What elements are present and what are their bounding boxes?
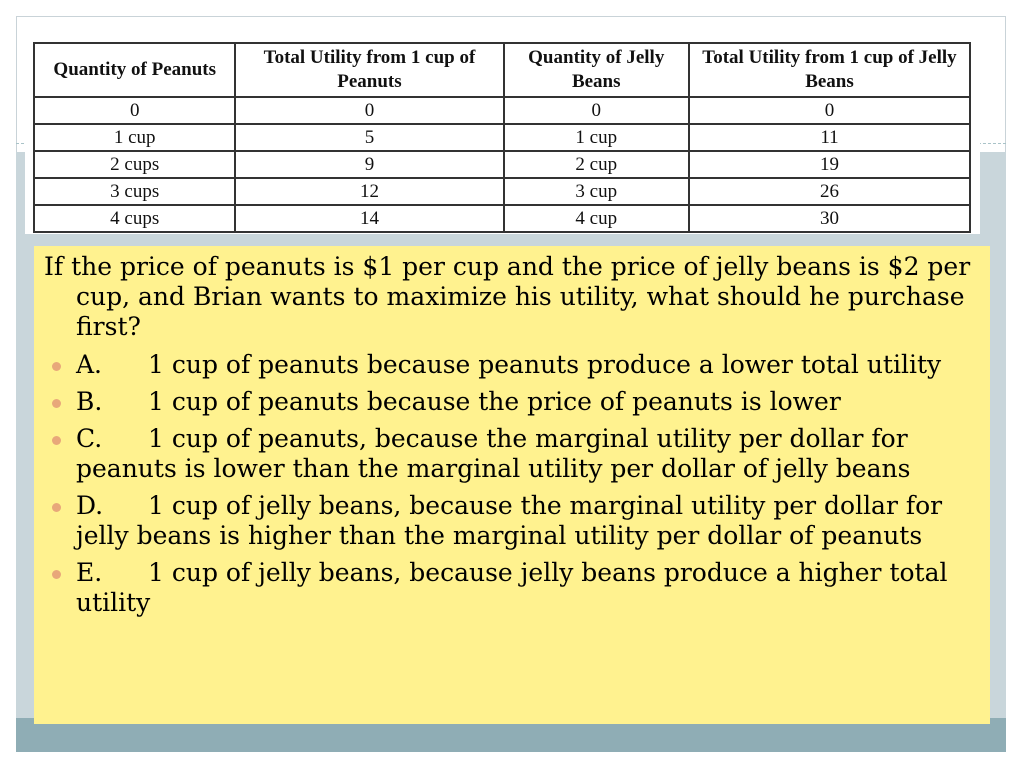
table-cell: 26: [688, 177, 971, 206]
table-cell: 0: [688, 96, 971, 125]
header-utility-peanuts: Total Utility from 1 cup of Peanuts: [234, 42, 505, 98]
table-row: 4 cups 14 4 cup 30: [32, 204, 971, 233]
table-cell: 1 cup: [32, 123, 237, 152]
option-a: A. 1 cup of peanuts because peanuts produ…: [44, 350, 976, 380]
header-utility-jelly-beans: Total Utility from 1 cup of Jelly Beans: [688, 42, 971, 98]
header-quantity-jelly-beans: Quantity of Jelly Beans: [502, 42, 690, 98]
bullet-dot-icon: [52, 362, 61, 371]
table-row: 1 cup 5 1 cup 11: [32, 123, 971, 152]
table-row: 3 cups 12 3 cup 26: [32, 177, 971, 206]
table-cell: 19: [688, 150, 971, 179]
table-header-row: Quantity of Peanuts Total Utility from 1…: [32, 42, 971, 98]
option-d: D. 1 cup of jelly beans, because the marg…: [44, 491, 976, 551]
option-e: E. 1 cup of jelly beans, because jelly be…: [44, 558, 976, 618]
question-text: If the price of peanuts is $1 per cup an…: [44, 252, 971, 341]
bullet-dot-icon: [52, 436, 61, 445]
header-quantity-peanuts: Quantity of Peanuts: [32, 42, 237, 98]
table-cell: 0: [502, 96, 690, 125]
option-letter: C.: [76, 424, 103, 453]
option-text: 1 cup of peanuts because peanuts produce…: [148, 350, 942, 379]
question-box: If the price of peanuts is $1 per cup an…: [34, 246, 990, 724]
table-cell: 2 cup: [502, 150, 690, 179]
table-cell: 14: [234, 204, 505, 233]
table-row: 0 0 0 0: [32, 96, 971, 125]
option-text: 1 cup of jelly beans, because the margin…: [76, 491, 943, 550]
table-cell: 11: [688, 123, 971, 152]
option-c: C. 1 cup of peanuts, because the marginal…: [44, 424, 976, 484]
table-cell: 0: [32, 96, 237, 125]
option-text: 1 cup of peanuts, because the marginal u…: [76, 424, 911, 483]
table-cell: 4 cup: [502, 204, 690, 233]
bullet-dot-icon: [52, 570, 61, 579]
table-cell: 9: [234, 150, 505, 179]
option-letter: A.: [76, 350, 103, 379]
option-letter: E.: [76, 558, 103, 587]
table-cell: 1 cup: [502, 123, 690, 152]
table-cell: 30: [688, 204, 971, 233]
table-cell: 12: [234, 177, 505, 206]
table-cell: 3 cup: [502, 177, 690, 206]
option-text: 1 cup of jelly beans, because jelly bean…: [76, 558, 948, 617]
table-cell: 2 cups: [32, 150, 237, 179]
option-letter: B.: [76, 387, 103, 416]
table-row: 2 cups 9 2 cup 19: [32, 150, 971, 179]
answer-options: A. 1 cup of peanuts because peanuts produ…: [44, 350, 976, 618]
table-image-area: Quantity of Peanuts Total Utility from 1…: [25, 36, 980, 234]
table-cell: 0: [234, 96, 505, 125]
table-cell: 3 cups: [32, 177, 237, 206]
option-letter: D.: [76, 491, 104, 520]
option-b: B. 1 cup of peanuts because the price of …: [44, 387, 976, 417]
bullet-dot-icon: [52, 503, 61, 512]
option-text: 1 cup of peanuts because the price of pe…: [148, 387, 841, 416]
table-cell: 5: [234, 123, 505, 152]
bullet-dot-icon: [52, 399, 61, 408]
table-cell: 4 cups: [32, 204, 237, 233]
utility-table: Quantity of Peanuts Total Utility from 1…: [32, 42, 971, 233]
